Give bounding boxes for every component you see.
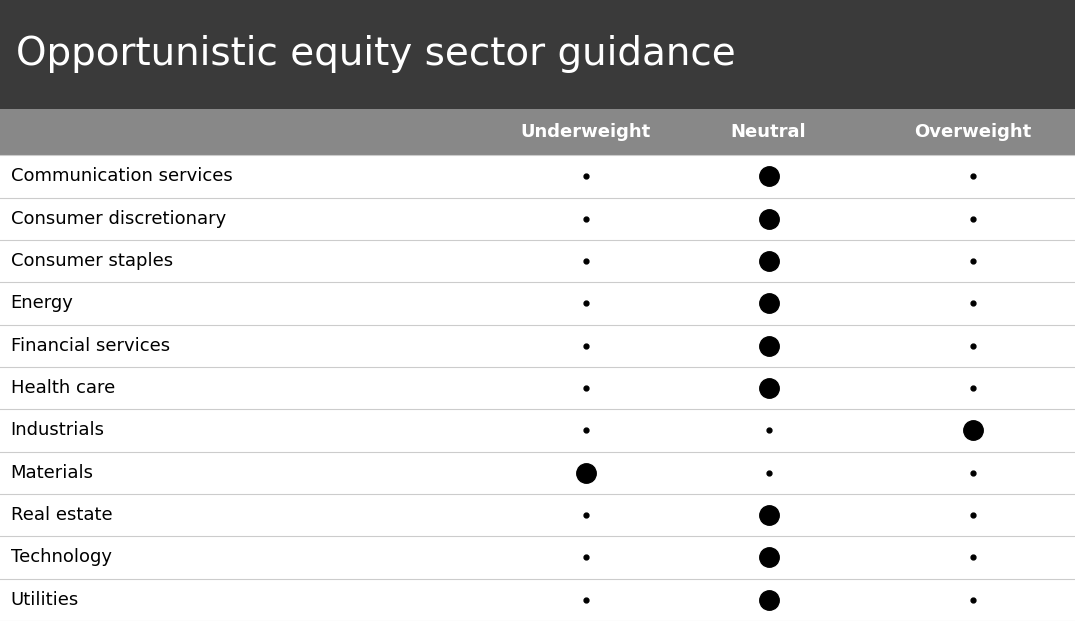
FancyBboxPatch shape (0, 0, 1075, 109)
FancyBboxPatch shape (0, 109, 1075, 155)
Text: Industrials: Industrials (11, 422, 104, 440)
Text: Materials: Materials (11, 464, 94, 482)
Text: Consumer staples: Consumer staples (11, 252, 173, 270)
Text: Energy: Energy (11, 294, 73, 312)
FancyBboxPatch shape (0, 155, 1075, 197)
FancyBboxPatch shape (0, 197, 1075, 240)
Text: Overweight: Overweight (914, 123, 1032, 141)
FancyBboxPatch shape (0, 451, 1075, 494)
FancyBboxPatch shape (0, 240, 1075, 283)
Text: Opportunistic equity sector guidance: Opportunistic equity sector guidance (16, 35, 736, 73)
Text: Utilities: Utilities (11, 591, 78, 609)
Text: Underweight: Underweight (520, 123, 651, 141)
FancyBboxPatch shape (0, 283, 1075, 325)
FancyBboxPatch shape (0, 409, 1075, 451)
Text: Neutral: Neutral (731, 123, 806, 141)
Text: Health care: Health care (11, 379, 115, 397)
Text: Real estate: Real estate (11, 506, 113, 524)
FancyBboxPatch shape (0, 537, 1075, 579)
FancyBboxPatch shape (0, 325, 1075, 367)
FancyBboxPatch shape (0, 367, 1075, 409)
FancyBboxPatch shape (0, 579, 1075, 621)
Text: Consumer discretionary: Consumer discretionary (11, 210, 226, 228)
Text: Technology: Technology (11, 548, 112, 566)
Text: Communication services: Communication services (11, 168, 232, 186)
FancyBboxPatch shape (0, 494, 1075, 537)
Text: Financial services: Financial services (11, 337, 170, 355)
